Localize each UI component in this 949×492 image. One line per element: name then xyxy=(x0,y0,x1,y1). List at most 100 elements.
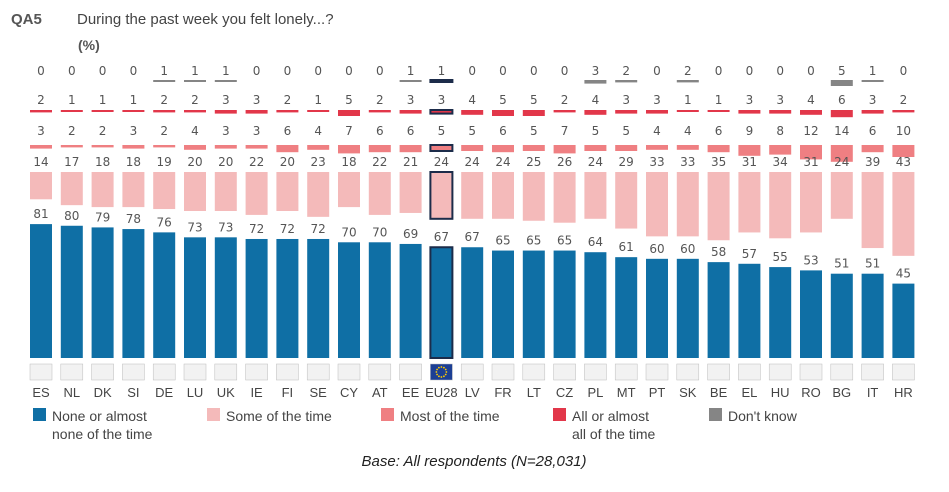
some-value-label: 22 xyxy=(249,155,264,169)
dk-value-label: 0 xyxy=(99,64,107,78)
most-bar xyxy=(307,145,330,150)
some-bar xyxy=(245,172,268,215)
legend-item-most: Most of the time xyxy=(381,408,500,424)
none-bar xyxy=(91,227,114,358)
most-bar xyxy=(522,145,545,151)
dk-value-label: 1 xyxy=(438,64,446,78)
dk-value-label: 1 xyxy=(191,64,199,78)
some-bar xyxy=(122,172,145,208)
all-bar xyxy=(214,110,237,114)
most-bar xyxy=(461,145,484,151)
country-flag xyxy=(368,363,392,381)
all-bar xyxy=(769,110,792,114)
most-value-label: 6 xyxy=(407,124,415,138)
country-flag xyxy=(799,363,823,381)
dk-value-label: 0 xyxy=(900,64,908,78)
most-bar xyxy=(615,145,638,151)
country-flag xyxy=(60,363,84,381)
most-value-label: 6 xyxy=(869,124,877,138)
some-bar xyxy=(338,172,360,208)
chart-title: During the past week you felt lonely...? xyxy=(77,11,334,28)
all-bar xyxy=(368,110,391,113)
most-bar xyxy=(153,145,176,148)
legend-swatch xyxy=(207,408,220,421)
some-value-label: 22 xyxy=(372,155,387,169)
some-bar xyxy=(30,172,52,200)
some-bar xyxy=(60,172,83,206)
all-bar xyxy=(800,110,822,115)
dk-value-label: 0 xyxy=(776,64,784,78)
all-bar xyxy=(707,110,730,112)
none-bar xyxy=(707,262,730,358)
category-label: MT xyxy=(617,385,636,400)
dk-bar xyxy=(429,79,454,83)
all-value-label: 5 xyxy=(345,93,353,107)
most-value-label: 3 xyxy=(130,124,138,138)
category-label: BE xyxy=(710,385,728,400)
category-label: IE xyxy=(250,385,263,400)
none-bar xyxy=(646,258,668,358)
category-label: HU xyxy=(771,385,790,400)
some-value-label: 24 xyxy=(495,155,510,169)
country-flag xyxy=(306,363,330,381)
unit-label: (%) xyxy=(78,37,100,53)
none-bar xyxy=(122,229,145,358)
some-bar xyxy=(676,172,699,237)
all-bar xyxy=(30,110,52,113)
category-label: CY xyxy=(340,385,358,400)
none-bar xyxy=(214,237,237,358)
legend-label: None or almost xyxy=(52,408,147,424)
all-bar xyxy=(676,110,699,112)
country-flag xyxy=(553,363,576,381)
category-label: SI xyxy=(127,385,139,400)
most-value-label: 4 xyxy=(314,124,322,138)
country-flag xyxy=(892,363,915,381)
all-value-label: 4 xyxy=(468,93,476,107)
some-value-label: 17 xyxy=(64,155,79,169)
most-bar xyxy=(276,145,299,153)
dk-value-label: 2 xyxy=(684,64,692,78)
some-value-label: 26 xyxy=(557,155,572,169)
country-flag xyxy=(676,363,700,381)
none-value-label: 65 xyxy=(495,234,510,248)
some-value-label: 35 xyxy=(711,155,726,169)
none-value-label: 51 xyxy=(865,257,880,271)
legend-label: Don't know xyxy=(728,408,798,424)
none-value-label: 57 xyxy=(742,247,757,261)
most-bar xyxy=(492,145,514,153)
none-bar xyxy=(615,257,638,358)
legend-item-all: All or almost all of the time xyxy=(553,408,655,442)
most-value-label: 5 xyxy=(468,124,476,138)
some-bar xyxy=(307,172,330,217)
most-value-label: 14 xyxy=(834,124,849,138)
most-bar xyxy=(60,145,83,148)
some-value-label: 18 xyxy=(341,155,356,169)
some-bar xyxy=(153,172,176,210)
country-flag xyxy=(337,363,361,381)
some-bar xyxy=(769,172,792,239)
none-bar xyxy=(769,267,792,358)
category-label: CZ xyxy=(556,385,573,400)
all-value-label: 2 xyxy=(284,93,292,107)
dk-bar xyxy=(615,80,638,83)
base-note: Base: All respondents (N=28,031) xyxy=(362,453,587,470)
all-value-label: 1 xyxy=(314,93,322,107)
category-label: RO xyxy=(801,385,821,400)
category-label: ES xyxy=(32,385,50,400)
all-value-label: 3 xyxy=(776,93,784,107)
none-bar xyxy=(60,225,83,358)
none-bar xyxy=(153,232,176,358)
some-bar xyxy=(522,172,545,221)
some-value-label: 33 xyxy=(680,155,695,169)
category-label: LV xyxy=(465,385,480,400)
most-bar xyxy=(429,144,454,152)
country-flag xyxy=(584,363,607,381)
most-value-label: 7 xyxy=(345,124,353,138)
some-value-label: 18 xyxy=(126,155,141,169)
some-value-label: 23 xyxy=(311,155,326,169)
some-bar xyxy=(707,172,730,241)
category-labels: ES NL DK SI DE LU UK IE FI SE CY AT EE EU28 LV FR LT CZ PL… xyxy=(32,385,912,400)
most-value-label: 6 xyxy=(284,124,292,138)
country-flag xyxy=(522,363,546,381)
labels-layer: 0231481012178001218790131878122197612420… xyxy=(33,64,911,281)
